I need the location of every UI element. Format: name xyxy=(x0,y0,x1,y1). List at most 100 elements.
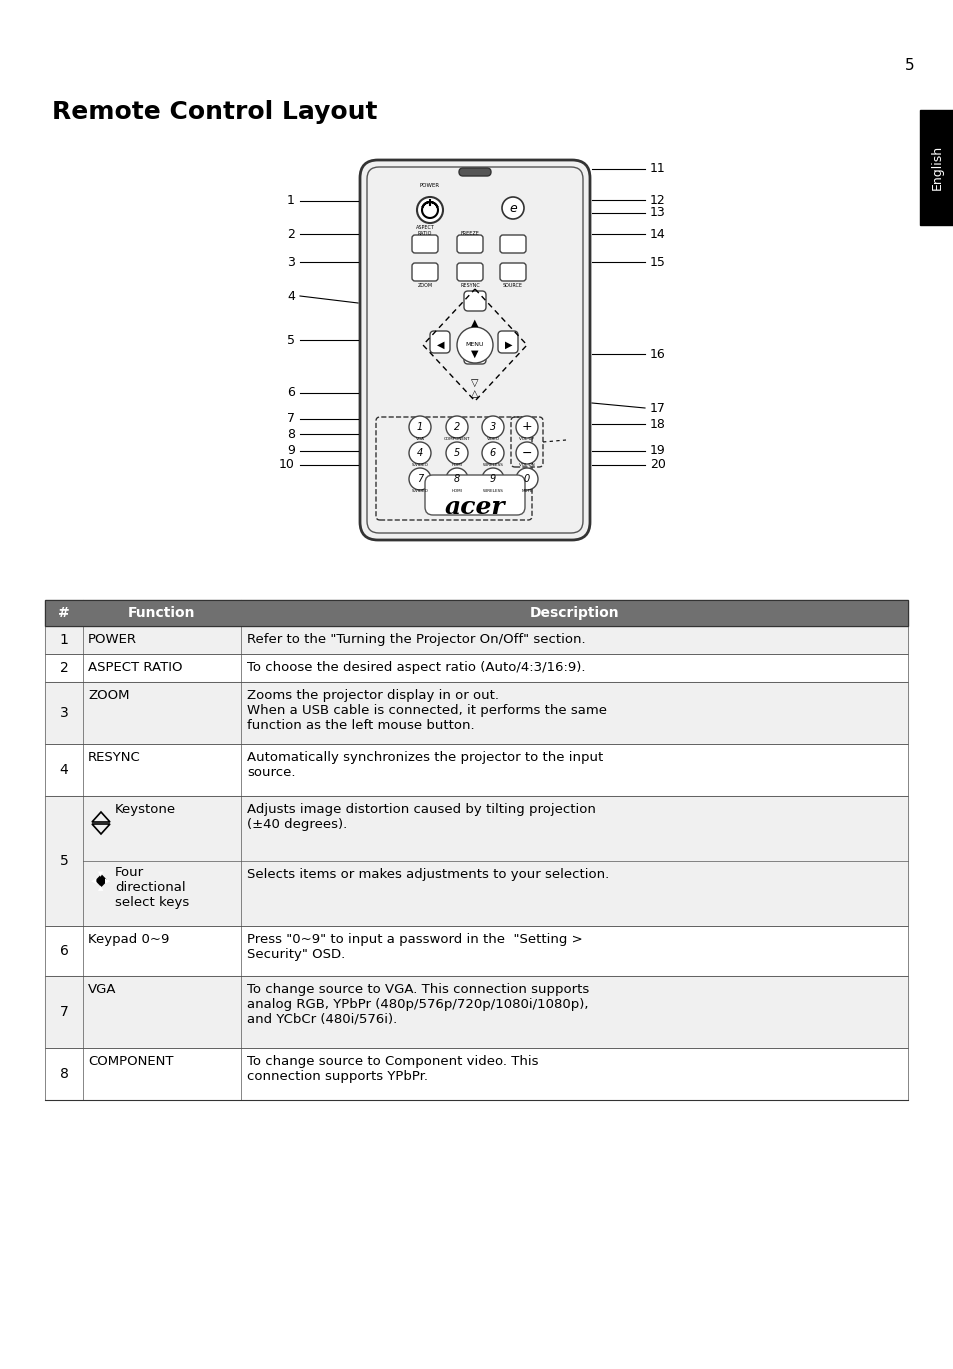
Text: HDMI: HDMI xyxy=(451,463,462,467)
Text: Press "0~9" to input a password in the  "Setting >
Security" OSD.: Press "0~9" to input a password in the "… xyxy=(247,934,582,961)
FancyBboxPatch shape xyxy=(456,235,482,253)
Text: e: e xyxy=(509,201,517,215)
Text: 19: 19 xyxy=(649,445,665,457)
Text: VGA: VGA xyxy=(416,437,424,441)
Bar xyxy=(45,795,907,925)
Text: VOL UP: VOL UP xyxy=(519,437,534,441)
Text: Keypad 0~9: Keypad 0~9 xyxy=(88,934,170,946)
Text: ▼: ▼ xyxy=(98,871,104,878)
Circle shape xyxy=(516,442,537,464)
Text: 3: 3 xyxy=(287,256,294,268)
Text: RESYNC: RESYNC xyxy=(88,752,141,764)
Text: To choose the desired aspect ratio (Auto/4:3/16:9).: To choose the desired aspect ratio (Auto… xyxy=(247,661,585,674)
Text: 2: 2 xyxy=(59,661,69,675)
Text: 9: 9 xyxy=(287,445,294,457)
Text: Description: Description xyxy=(529,606,618,620)
Text: ▲: ▲ xyxy=(98,884,104,891)
Text: 5: 5 xyxy=(904,57,914,73)
Text: 20: 20 xyxy=(649,459,665,471)
Circle shape xyxy=(416,197,442,223)
Bar xyxy=(45,654,907,682)
Text: Adjusts image distortion caused by tilting projection
(±40 degrees).: Adjusts image distortion caused by tilti… xyxy=(247,804,596,831)
Bar xyxy=(45,976,907,1049)
Text: ▶: ▶ xyxy=(505,340,512,350)
FancyBboxPatch shape xyxy=(412,235,437,253)
Text: ASPECT RATIO: ASPECT RATIO xyxy=(88,661,182,674)
Text: 4: 4 xyxy=(287,289,294,303)
Text: ▼: ▼ xyxy=(471,349,478,359)
Circle shape xyxy=(481,468,503,490)
Text: HDMI: HDMI xyxy=(451,489,462,493)
Text: 6: 6 xyxy=(489,448,496,459)
Text: Zooms the projector display in or out.
When a USB cable is connected, it perform: Zooms the projector display in or out. W… xyxy=(247,689,606,732)
Text: 8: 8 xyxy=(59,1066,69,1082)
Text: 1: 1 xyxy=(59,632,69,648)
Text: VIDEO: VIDEO xyxy=(486,437,499,441)
Circle shape xyxy=(481,442,503,464)
Text: RESYNC: RESYNC xyxy=(459,283,479,287)
Text: 8: 8 xyxy=(454,474,459,485)
Text: 7: 7 xyxy=(59,1005,69,1019)
Text: ◆: ◆ xyxy=(94,872,108,890)
Text: COMPONENT: COMPONENT xyxy=(88,1055,173,1068)
Text: 1: 1 xyxy=(416,422,423,433)
Text: +: + xyxy=(521,420,532,434)
FancyBboxPatch shape xyxy=(463,344,485,364)
Bar xyxy=(45,976,907,1049)
Text: 3: 3 xyxy=(489,422,496,433)
Circle shape xyxy=(409,416,431,438)
Text: ZOOM: ZOOM xyxy=(88,689,130,702)
Text: COMPONENT: COMPONENT xyxy=(443,437,470,441)
Text: ▽: ▽ xyxy=(471,378,478,387)
Text: FREEZE: FREEZE xyxy=(460,231,479,235)
FancyBboxPatch shape xyxy=(458,168,491,177)
Circle shape xyxy=(446,416,468,438)
Text: Selects items or makes adjustments to your selection.: Selects items or makes adjustments to yo… xyxy=(247,868,609,882)
Text: 5: 5 xyxy=(287,334,294,346)
FancyBboxPatch shape xyxy=(359,160,589,539)
Bar xyxy=(45,626,907,654)
Text: WIRELESS: WIRELESS xyxy=(482,489,503,493)
Text: Keystone: Keystone xyxy=(115,804,176,816)
Bar xyxy=(45,682,907,743)
Text: S-VIDEO: S-VIDEO xyxy=(411,463,428,467)
Text: 0: 0 xyxy=(523,474,530,485)
Text: SOURCE: SOURCE xyxy=(502,283,522,287)
Circle shape xyxy=(456,327,493,363)
Text: POWER: POWER xyxy=(88,632,137,646)
Text: 1: 1 xyxy=(287,194,294,208)
Text: ◀: ◀ xyxy=(436,340,444,350)
Text: 7: 7 xyxy=(287,412,294,426)
Text: 2: 2 xyxy=(454,422,459,433)
Bar xyxy=(241,600,907,626)
Circle shape xyxy=(446,468,468,490)
Text: 6: 6 xyxy=(287,386,294,400)
Text: 5: 5 xyxy=(454,448,459,459)
Bar xyxy=(45,925,907,976)
Circle shape xyxy=(516,468,537,490)
Text: −: − xyxy=(521,446,532,460)
Text: S-VIDEO: S-VIDEO xyxy=(411,489,428,493)
Bar xyxy=(45,1049,907,1101)
Bar xyxy=(45,682,907,743)
Text: 12: 12 xyxy=(649,193,665,207)
Text: 3: 3 xyxy=(59,706,69,720)
Text: 8: 8 xyxy=(287,427,294,441)
FancyBboxPatch shape xyxy=(499,263,525,281)
Text: Function: Function xyxy=(128,606,195,620)
Text: Refer to the "Turning the Projector On/Off" section.: Refer to the "Turning the Projector On/O… xyxy=(247,632,585,646)
FancyBboxPatch shape xyxy=(499,235,525,253)
Text: ▶: ▶ xyxy=(105,878,111,884)
Bar xyxy=(45,795,907,925)
Text: 2: 2 xyxy=(287,227,294,241)
FancyBboxPatch shape xyxy=(430,331,450,353)
Text: #: # xyxy=(58,606,70,620)
Circle shape xyxy=(409,442,431,464)
FancyBboxPatch shape xyxy=(456,263,482,281)
Text: 4: 4 xyxy=(416,448,423,459)
Bar xyxy=(45,626,907,654)
Text: 13: 13 xyxy=(649,207,665,219)
Text: Four
directional
select keys: Four directional select keys xyxy=(115,867,189,909)
Text: 15: 15 xyxy=(649,256,665,268)
Text: 11: 11 xyxy=(649,163,665,175)
